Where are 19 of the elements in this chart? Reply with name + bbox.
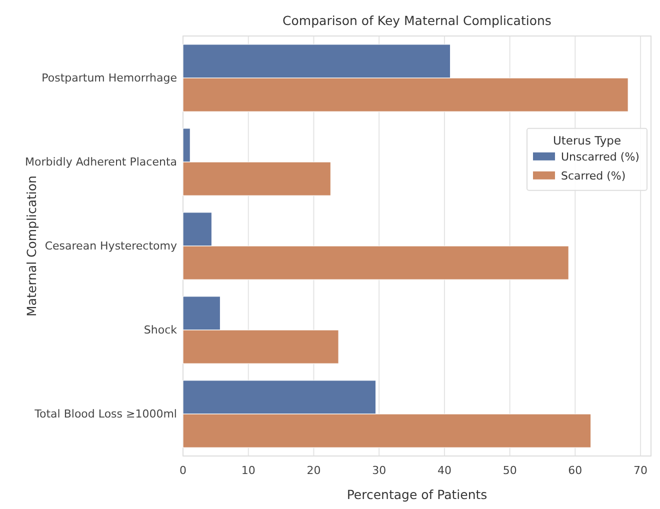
y-tick-label: Postpartum Hemorrhage (42, 72, 178, 85)
x-tick-label: 10 (241, 464, 256, 477)
x-tick-label: 70 (634, 464, 648, 477)
x-tick-label: 30 (372, 464, 386, 477)
x-tick-label: 60 (568, 464, 582, 477)
legend-title: Uterus Type (552, 133, 622, 148)
x-tick-label: 50 (502, 464, 517, 477)
legend-label: Scarred (%) (561, 169, 626, 182)
x-tick-label: 0 (180, 464, 186, 477)
y-tick-label: Total Blood Loss ≥1000ml (34, 408, 177, 421)
x-tick-label: 40 (437, 464, 452, 477)
y-axis-title: Maternal Complication (24, 176, 39, 316)
y-tick-label: Cesarean Hysterectomy (44, 240, 178, 253)
y-tick-label: Morbidly Adherent Placenta (25, 156, 177, 169)
x-tick-label: 20 (306, 464, 321, 477)
chart-title: Comparison of Key Maternal Complications (282, 13, 552, 28)
x-axis-title: Percentage of Patients (346, 487, 488, 502)
legend-label: Unscarred (%) (561, 150, 640, 164)
y-tick-label: Shock (144, 324, 178, 337)
